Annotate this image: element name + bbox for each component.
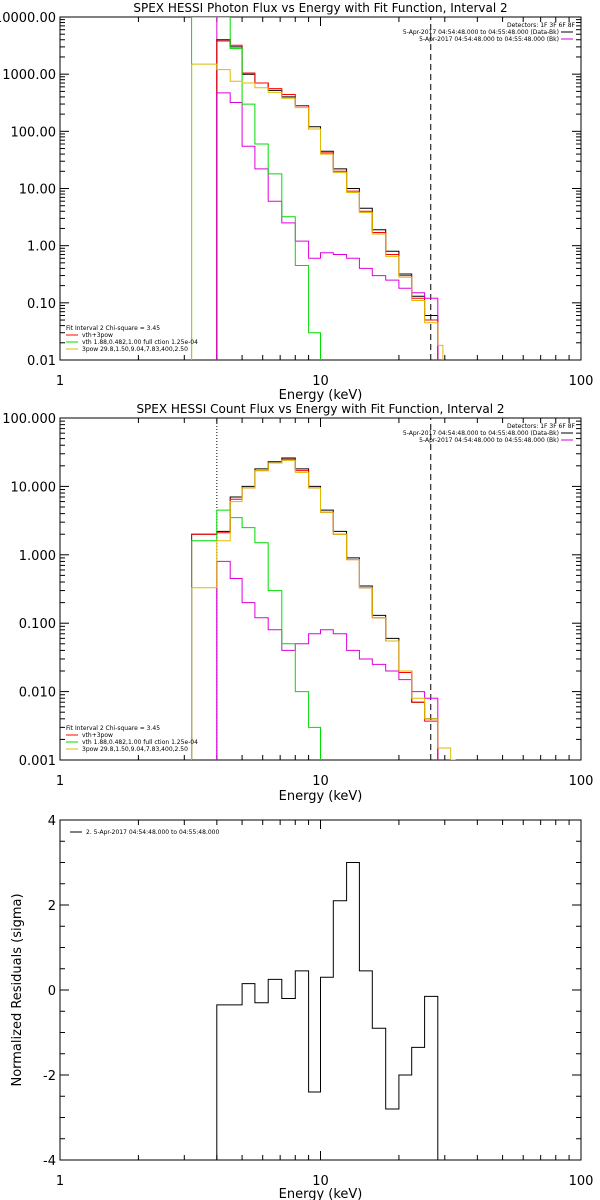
y-tick-label: 0.001 <box>19 754 56 769</box>
chart-panel-3: 1 10 100 Energy (keV) 4 2 0 -2 -4 Normalized Resi… <box>10 814 593 1200</box>
x-axis-label: Energy (keV) <box>279 789 363 804</box>
y-tick-label: 10.000 <box>11 480 57 495</box>
series-2-step-line <box>216 40 439 360</box>
y-tick-label: -2 <box>43 1069 56 1084</box>
chart-title: SPEX HESSI Count Flux vs Energy with Fit… <box>136 402 504 416</box>
series-4-step-line <box>191 17 321 360</box>
series-3-step-line <box>216 92 439 360</box>
series-1-step-line <box>216 39 439 360</box>
x-axis-label: Energy (keV) <box>279 1187 363 1200</box>
x-axis-label: Energy (keV) <box>279 388 363 403</box>
legend-right-entry: 5-Apr-2017 04:54:48.000 to 04:55:48.000 … <box>419 437 559 444</box>
plot-area <box>216 862 439 1160</box>
x-tick-label: 100 <box>569 1174 594 1189</box>
chart-title: SPEX HESSI Photon Flux vs Energy with Fi… <box>133 1 507 15</box>
y-tick-label: 10000.00 <box>0 11 56 26</box>
series-3-step-line <box>216 560 439 760</box>
x-tick-label: 1 <box>56 374 64 389</box>
y-tick-label: 1000.00 <box>2 68 56 83</box>
y-tick-label: 0.01 <box>27 354 56 369</box>
fit-legend-entry: 3pow 29.8,1.50,9.04,7.83,400,2.50 <box>82 346 188 353</box>
y-tick-label: 4 <box>48 814 56 829</box>
x-tick-label: 10 <box>312 374 329 389</box>
y-tick-label: 1.000 <box>19 549 56 564</box>
x-tick-label: 1 <box>56 1174 64 1189</box>
y-tick-label: 10.00 <box>19 183 56 198</box>
legend-right-entry: 5-Apr-2017 04:54:48.000 to 04:55:48.000 … <box>419 36 559 43</box>
legend-right-entry: 5-Apr-2017 04:54:48.000 to 04:55:48.000 … <box>403 29 559 36</box>
y-tick-label: 100.00 <box>11 125 57 140</box>
fit-legend-entry: 3pow 29.8,1.50,9.04,7.83,400,2.50 <box>82 746 188 753</box>
plot-frame <box>59 16 582 361</box>
series-5-step-line <box>191 459 456 760</box>
y-tick-label: -4 <box>43 1154 56 1169</box>
series-2-step-line <box>191 458 439 760</box>
y-tick-label: 0 <box>48 984 56 999</box>
y-tick-label: 2 <box>48 899 56 914</box>
x-tick-label: 10 <box>312 1174 329 1189</box>
y-axis-label: Normalized Residuals (sigma) <box>10 893 25 1086</box>
chart-panel-2: SPEX HESSI Count Flux vs Energy with Fit… <box>2 402 593 804</box>
fit-legend-header: Fit Interval 2 Chi-square = 3.45 <box>66 725 160 732</box>
x-tick-label: 100 <box>569 374 594 389</box>
series-1-step-line <box>191 457 439 760</box>
legend-right-entry: 5-Apr-2017 04:54:48.000 to 04:55:48.000 … <box>403 430 559 437</box>
detectors-label: Detectors: 1F 3F 6F 8F <box>507 22 576 29</box>
fit-legend-header: Fit Interval 2 Chi-square = 3.45 <box>66 325 160 332</box>
plot-area <box>191 418 456 760</box>
y-tick-label: 100.000 <box>2 412 56 427</box>
chart-panel-1: SPEX HESSI Photon Flux vs Energy with Fi… <box>0 1 593 403</box>
y-tick-label: 0.100 <box>19 617 56 632</box>
plot-area <box>191 17 444 360</box>
series-4-step-line <box>191 509 321 760</box>
x-tick-label: 1 <box>56 774 64 789</box>
series-5-step-line <box>191 63 444 360</box>
fit-legend-entry: vth 1.88,0.482,1.00 full ction 1.25e-04 <box>82 339 198 346</box>
residual-legend-entry: 2. 5-Apr-2017 04:54:48.000 to 04:55:48.0… <box>86 829 219 836</box>
plot-frame <box>59 417 582 761</box>
detectors-label: Detectors: 1F 3F 6F 8F <box>507 423 576 430</box>
series-1-step-line <box>216 862 439 1160</box>
y-tick-label: 1.00 <box>27 240 56 255</box>
y-tick-label: 0.10 <box>27 297 56 312</box>
x-tick-label: 10 <box>312 774 329 789</box>
x-tick-label: 100 <box>569 774 594 789</box>
y-tick-label: 0.010 <box>19 686 56 701</box>
fit-legend-entry: vth+3pow <box>82 332 113 339</box>
fit-legend-entry: vth+3pow <box>82 732 113 739</box>
fit-legend-entry: vth 1.88,0.482,1.00 full ction 1.25e-04 <box>82 739 198 746</box>
